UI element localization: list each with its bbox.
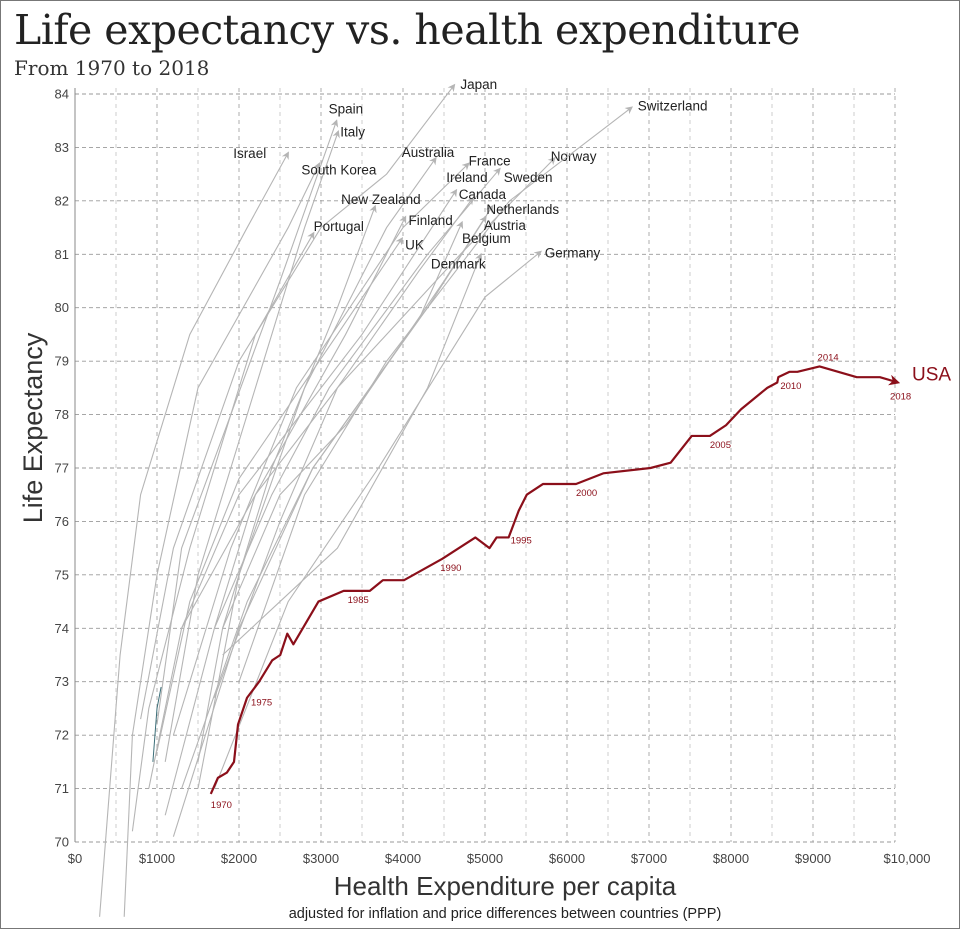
x-axis-note: adjusted for inflation and price differe… [289, 906, 722, 922]
country-line-switzerland [238, 106, 634, 682]
year-label: 2018 [890, 392, 911, 403]
x-tick-label: $6000 [549, 851, 585, 866]
country-label: Italy [340, 124, 365, 139]
country-label: Belgium [462, 231, 511, 246]
country-line-denmark [222, 252, 483, 656]
year-label: 2010 [780, 381, 801, 392]
country-label: UK [405, 237, 424, 252]
usa-label: USA [912, 365, 951, 386]
country-label: Denmark [431, 256, 486, 271]
country-line-south-korea [123, 162, 321, 917]
country-label: Switzerland [638, 98, 708, 113]
y-tick-label: 75 [55, 567, 69, 582]
country-line-canada [213, 196, 474, 698]
country-line-portugal [131, 231, 315, 832]
year-label: 1995 [511, 535, 532, 546]
y-tick-label: 76 [55, 514, 69, 529]
country-line-germany [213, 250, 542, 789]
country-label: Canada [459, 187, 507, 202]
year-label: 2014 [818, 352, 839, 363]
y-tick-label: 83 [55, 140, 69, 155]
x-tick-label: $9000 [795, 851, 831, 866]
country-label: Australia [402, 145, 455, 160]
teal-line [152, 686, 162, 762]
x-tick-label: $8000 [713, 851, 749, 866]
country-label: New Zealand [341, 192, 421, 207]
y-tick-label: 72 [55, 728, 69, 743]
x-tick-label: $7000 [631, 851, 667, 866]
y-tick-label: 80 [55, 300, 69, 315]
country-label: South Korea [301, 162, 377, 177]
y-tick-label: 73 [55, 674, 69, 689]
country-label: Austria [484, 218, 527, 233]
country-line-sweden [213, 167, 501, 629]
y-tick-label: 77 [55, 461, 69, 476]
country-line-uk [156, 236, 404, 752]
y-tick-label: 81 [55, 247, 69, 262]
country-label: Portugal [314, 219, 364, 234]
country-line-japan [140, 83, 456, 720]
country-line-new-zealand [197, 204, 377, 762]
y-tick-label: 82 [55, 193, 69, 208]
country-label: Israel [233, 146, 266, 161]
x-axis-title: Health Expenditure per capita [334, 871, 677, 901]
country-line-france [172, 162, 470, 736]
year-label: 1970 [211, 800, 232, 811]
chart-subtitle: From 1970 to 2018 [14, 56, 210, 80]
country-label: Spain [329, 102, 364, 117]
y-tick-label: 79 [55, 354, 69, 369]
country-line-finland [164, 215, 407, 816]
country-line-israel [99, 151, 289, 917]
y-axis-title: Life Expectancy [18, 332, 48, 523]
usa-line [209, 365, 901, 795]
y-tick-label: 74 [55, 621, 69, 636]
country-label: Ireland [446, 170, 487, 185]
y-tick-label: 78 [55, 407, 69, 422]
x-tick-label: $5000 [467, 851, 503, 866]
country-label: Japan [460, 77, 497, 92]
country-label: Netherlands [486, 202, 559, 217]
year-label: 1975 [251, 698, 272, 709]
year-label: 2005 [710, 440, 731, 451]
country-label: Finland [408, 213, 452, 228]
y-tick-label: 84 [55, 87, 69, 102]
x-tick-label: $4000 [385, 851, 421, 866]
country-line-belgium [181, 220, 464, 789]
x-tick-label: $2000 [221, 851, 257, 866]
year-label: 1985 [348, 595, 369, 606]
country-line-spain [156, 119, 339, 725]
y-tick-label: 71 [55, 781, 69, 796]
y-tick-label: 70 [55, 835, 69, 850]
year-label: 1990 [440, 563, 461, 574]
country-label: Germany [545, 246, 601, 261]
chart-title: Life expectancy vs. health expenditure [14, 6, 800, 54]
x-tick-label: $3000 [303, 851, 339, 866]
country-line-ireland [148, 188, 458, 789]
country-label: France [469, 153, 511, 168]
country-line-italy [164, 129, 340, 762]
x-tick-label: $0 [68, 851, 82, 866]
year-label: 2000 [576, 488, 597, 499]
x-tick-label: $10,000 [884, 851, 931, 866]
x-tick-label: $1000 [139, 851, 175, 866]
country-label: Sweden [504, 170, 553, 185]
